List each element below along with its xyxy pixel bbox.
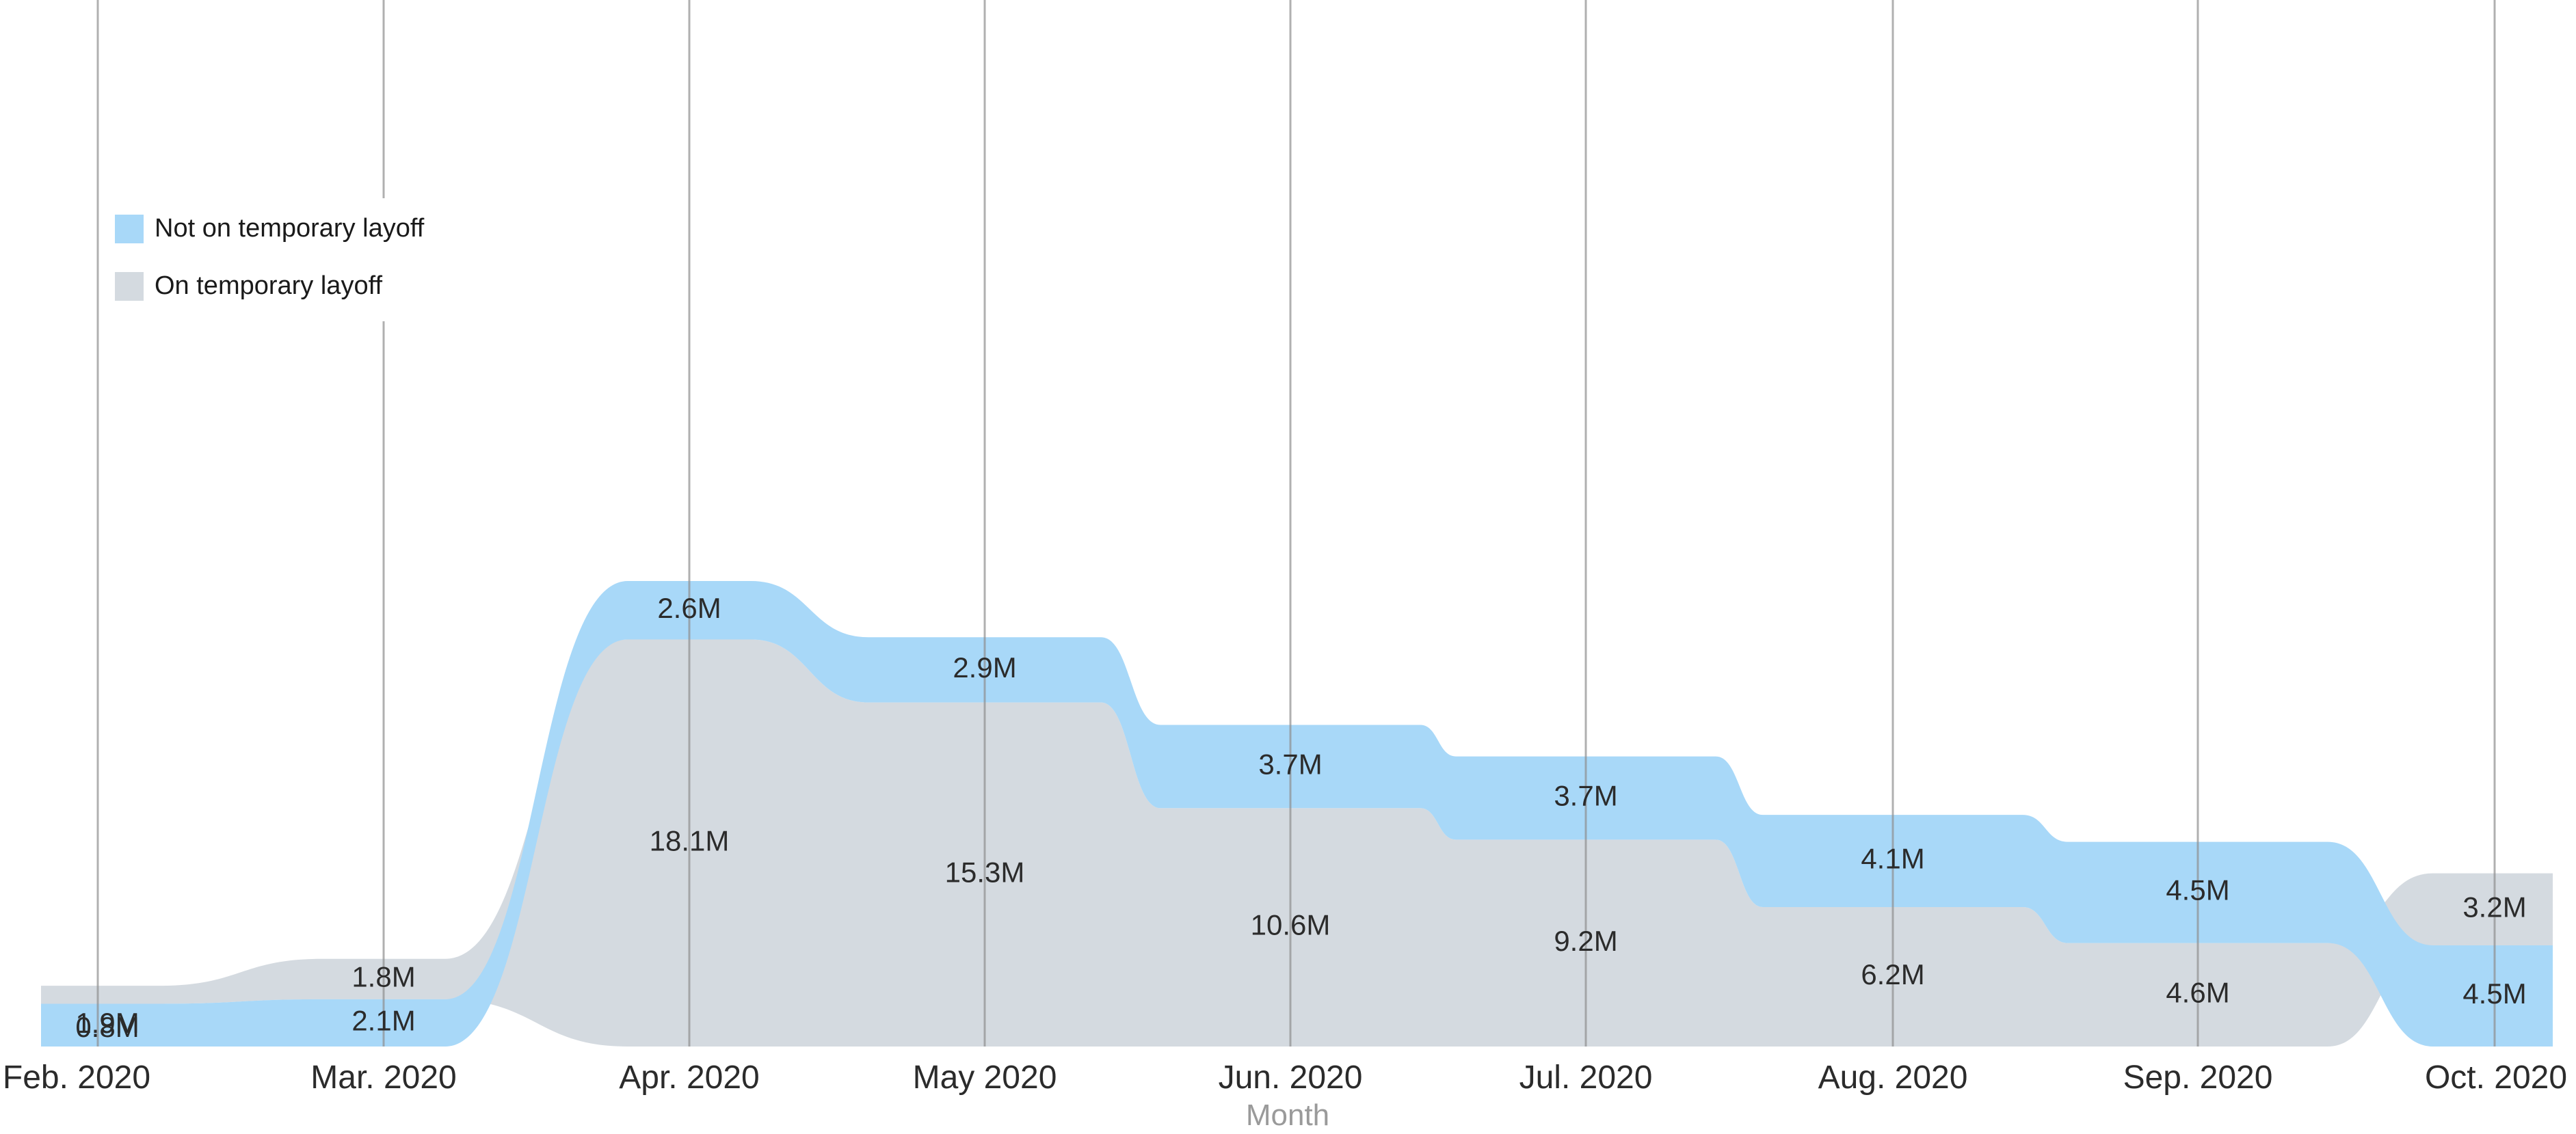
x-tick-label-6: Aug. 2020 — [1818, 1059, 1968, 1096]
value-label-on-layoff-3: 15.3M — [945, 856, 1025, 888]
value-label-on-layoff-2: 18.1M — [650, 824, 730, 856]
value-label-not-on-layoff-6: 4.1M — [1861, 843, 1924, 875]
x-axis-title: Month — [1246, 1098, 1329, 1132]
x-tick-label-4: Jun. 2020 — [1219, 1059, 1363, 1096]
value-label-on-layoff-5: 9.2M — [1554, 925, 1617, 957]
vertical-gridlines — [96, 0, 2496, 1047]
legend-swatch-on-layoff — [115, 272, 144, 301]
legend-background — [103, 198, 458, 321]
value-label-not-on-layoff-3: 2.9M — [953, 651, 1016, 684]
area-on-temporary-layoff — [41, 639, 2553, 1047]
value-label-not-on-layoff-7: 4.5M — [2166, 874, 2229, 906]
value-label-not-on-layoff-1: 2.1M — [351, 1005, 415, 1037]
x-tick-label-0: Feb. 2020 — [3, 1059, 150, 1096]
x-tick-label-8: Oct. 2020 — [2425, 1059, 2567, 1096]
x-tick-label-3: May 2020 — [913, 1059, 1057, 1096]
value-labels: 1.9M0.8M 2.1M 1.8M 2.6M 18.1M 2.9M 15.3M 3.7M 10… — [75, 592, 2526, 1043]
value-label-not-on-layoff-2: 2.6M — [657, 592, 721, 624]
legend-label-on-layoff: On temporary layoff — [155, 271, 382, 300]
value-label-on-layoff-4: 10.6M — [1251, 909, 1331, 941]
area-not-on-temporary-layoff — [41, 580, 2553, 1047]
legend-swatch-not-on-layoff — [115, 215, 144, 243]
value-label-on-layoff-7: 4.6M — [2166, 976, 2229, 1008]
x-axis-tick-labels: Feb. 2020 Mar. 2020 Apr. 2020 May 2020 Jun. … — [3, 1059, 2567, 1096]
value-label-not-on-layoff-8: 4.5M — [2462, 977, 2526, 1010]
value-label-not-on-layoff-4: 3.7M — [1258, 748, 1322, 780]
stacked-areas — [41, 580, 2553, 1047]
x-tick-label-1: Mar. 2020 — [310, 1059, 456, 1096]
x-tick-label-7: Sep. 2020 — [2123, 1059, 2273, 1096]
value-label-on-layoff-6: 6.2M — [1861, 958, 1924, 990]
legend: Not on temporary layoff On temporary lay… — [103, 198, 458, 321]
value-label-on-layoff-8: 3.2M — [2462, 891, 2526, 923]
legend-label-not-on-layoff: Not on temporary layoff — [155, 214, 425, 243]
value-label-on-layoff-1: 1.8M — [351, 960, 415, 993]
value-label-not-on-layoff-0: 1.9M — [75, 1007, 139, 1039]
x-tick-label-2: Apr. 2020 — [619, 1059, 760, 1096]
value-label-not-on-layoff-5: 3.7M — [1554, 780, 1617, 812]
value-label-on-layoff-0: 0.8M — [75, 1011, 139, 1043]
x-tick-label-5: Jul. 2020 — [1519, 1059, 1653, 1096]
